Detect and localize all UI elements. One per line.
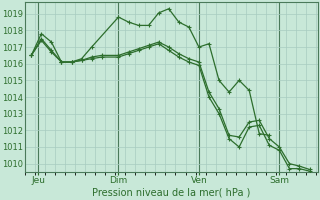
X-axis label: Pression niveau de la mer( hPa ): Pression niveau de la mer( hPa )	[92, 188, 251, 198]
